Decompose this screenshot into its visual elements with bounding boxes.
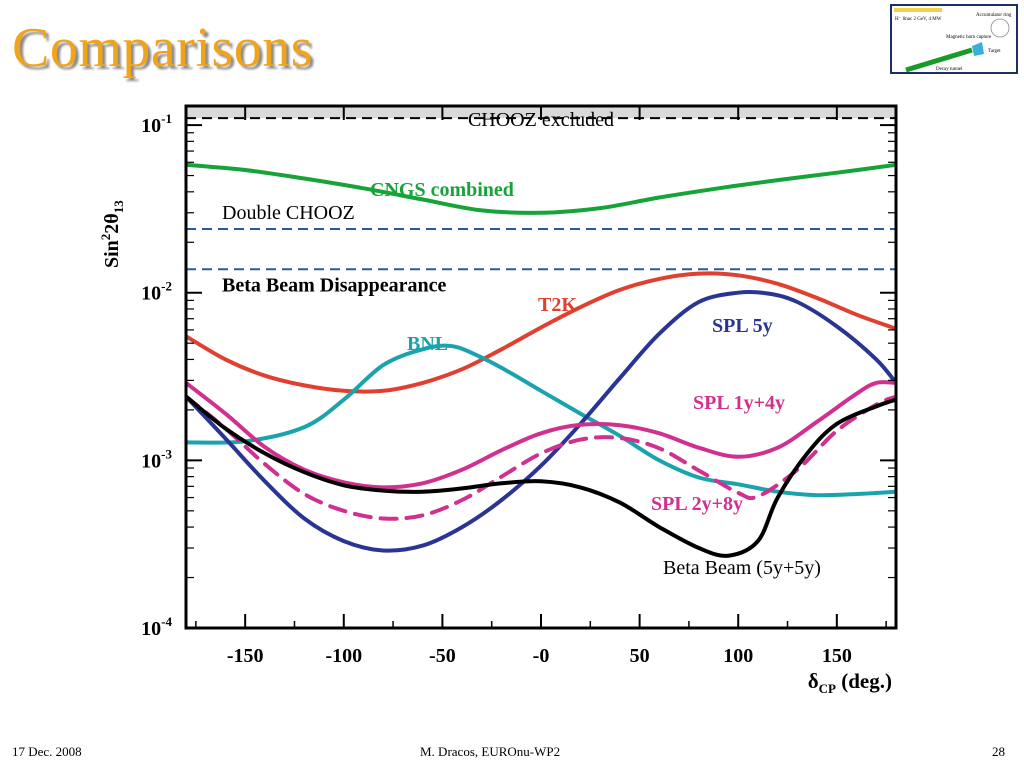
slide-title: Comparisons [12, 17, 314, 79]
label-beta-beam-disappearance: Beta Beam Disappearance [222, 274, 447, 296]
series-label-betabeam: Beta Beam (5y+5y) [663, 557, 821, 579]
thumb-label-tunnel: Decay tunnel [936, 67, 963, 72]
x-axis-label: δCP (deg.) [808, 669, 892, 696]
label-double-chooz: Double CHOOZ [222, 202, 355, 224]
series-label-spl1y4y: SPL 1y+4y [693, 392, 785, 414]
footer-page: 28 [992, 744, 1005, 759]
thumb-label-ring: Accumulator ring [976, 13, 1012, 18]
x-tick-label-3: -0 [533, 645, 550, 667]
series-label-spl2y8y: SPL 2y+8y [651, 493, 743, 515]
thumb-label-horn: Magnetic horn capture [946, 35, 992, 40]
decay-tunnel-bar [905, 47, 973, 73]
series-line-cngs [186, 162, 896, 215]
x-tick-label-4: 50 [630, 645, 650, 667]
x-tick-label-5: 100 [723, 645, 753, 667]
y-tick-label-1: 10-2 [141, 279, 172, 305]
thumb-label-target: Target [988, 49, 1001, 54]
footer-author: M. Dracos, EUROnu-WP2 [420, 744, 561, 759]
series-line-t2k [186, 271, 896, 394]
thumb-label-linac: H⁻ linac 2 GeV, 4 MW [895, 17, 942, 22]
x-tick-label-0: -150 [227, 645, 264, 667]
series-label-spl5y: SPL 5y [712, 315, 773, 337]
beam-layout-thumbnail: H⁻ linac 2 GeV, 4 MW Accumulator ring Ma… [890, 4, 1018, 74]
series-label-bnl: BNL [407, 333, 448, 355]
series-line-betabeam [186, 394, 896, 558]
series-line-spl5y [186, 289, 896, 553]
target-shape [972, 42, 984, 56]
linac-bar [894, 8, 942, 12]
y-tick-label-0: 10-1 [141, 111, 172, 137]
series-line-spl1y4y [186, 380, 896, 490]
y-tick-label-2: 10-3 [141, 446, 172, 472]
series-line-spl2y8y [186, 394, 896, 521]
x-tick-label-1: -100 [325, 645, 362, 667]
footer-date: 17 Dec. 2008 [12, 744, 82, 759]
plot-frame [184, 104, 898, 630]
series-label-cngs: CNGS combined [370, 179, 514, 201]
series-line-bnl [186, 343, 896, 498]
x-tick-label-2: -50 [429, 645, 456, 667]
beam-layout-diagram: H⁻ linac 2 GeV, 4 MW Accumulator ring Ma… [894, 8, 1012, 73]
ring-shape [990, 18, 1010, 38]
y-axis-label: Sin22θ13 [98, 200, 126, 268]
series-label-t2k: T2K [538, 294, 577, 316]
y-tick-label-3: 10-4 [141, 614, 172, 640]
x-tick-label-6: 150 [822, 645, 852, 667]
